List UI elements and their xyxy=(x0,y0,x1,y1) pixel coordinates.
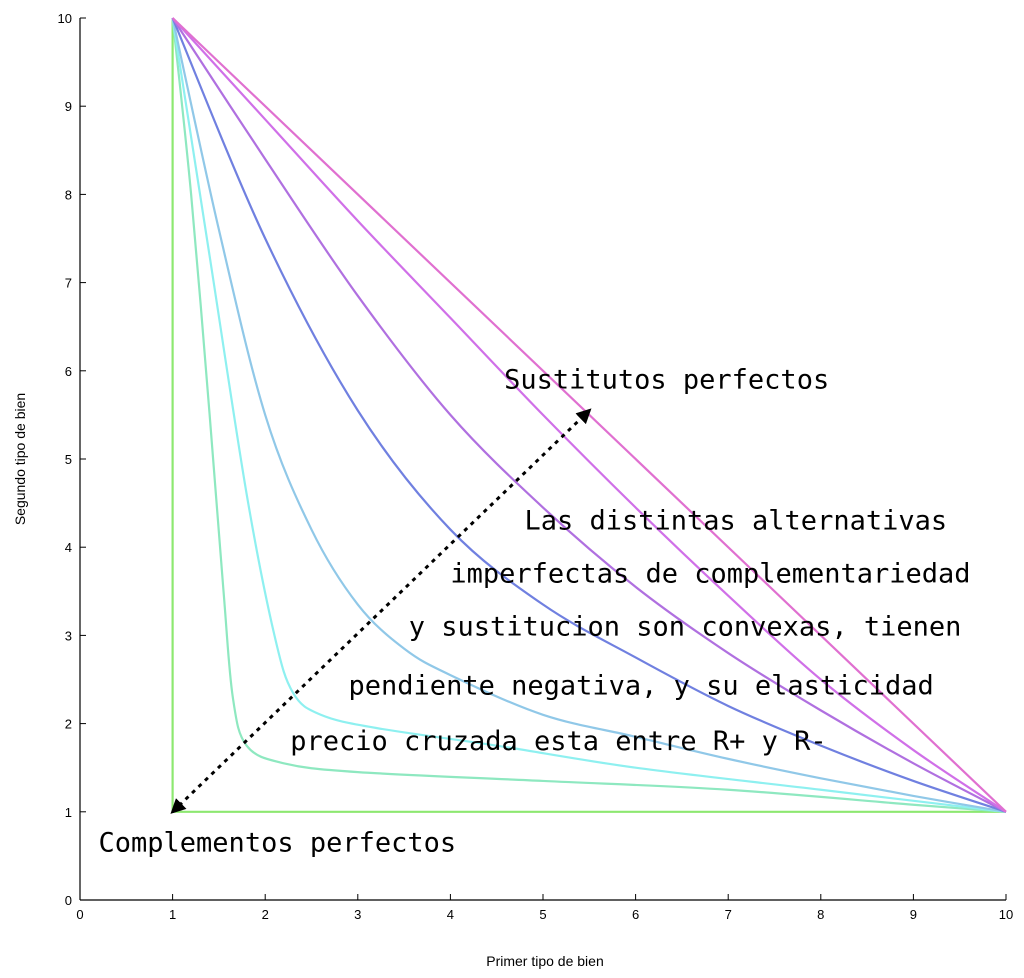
y-tick-label-9: 9 xyxy=(65,99,72,114)
annotation-7: Complementos perfectos xyxy=(99,827,457,858)
annotation-6: precio cruzada esta entre R+ y R- xyxy=(290,726,826,757)
y-tick-label-0: 0 xyxy=(65,893,72,908)
y-axis-label: Segundo tipo de bien xyxy=(12,393,28,525)
y-tick-label-5: 5 xyxy=(65,452,72,467)
x-tick-label-2: 2 xyxy=(262,907,269,922)
x-tick-label-8: 8 xyxy=(817,907,824,922)
y-tick-label-7: 7 xyxy=(65,276,72,291)
x-tick-label-7: 7 xyxy=(725,907,732,922)
y-tick-label-2: 2 xyxy=(65,717,72,732)
x-tick-label-10: 10 xyxy=(999,907,1013,922)
x-tick-label-9: 9 xyxy=(910,907,917,922)
x-tick-label-5: 5 xyxy=(539,907,546,922)
annotation-1: Sustitutos perfectos xyxy=(504,364,829,395)
y-tick-label-10: 10 xyxy=(58,11,72,26)
plot-area: 0 1 2 3 4 5 6 7 8 9 10 0 1 2 3 4 5 6 7 8 9 10 Sustitutos perfe… xyxy=(58,11,1014,922)
y-tick-label-1: 1 xyxy=(65,805,72,820)
annotation-3: imperfectas de complementariedad xyxy=(450,558,970,589)
y-tick-label-8: 8 xyxy=(65,187,72,202)
x-tick-label-0: 0 xyxy=(76,907,83,922)
y-tick-label-3: 3 xyxy=(65,628,72,643)
x-tick-label-4: 4 xyxy=(447,907,454,922)
y-tick-label-4: 4 xyxy=(65,540,72,555)
x-tick-label-3: 3 xyxy=(354,907,361,922)
annotation-5: pendiente negativa, y su elasticidad xyxy=(349,670,934,701)
annotation-2: Las distintas alternativas xyxy=(524,506,947,537)
y-tick-label-6: 6 xyxy=(65,364,72,379)
x-tick-label-1: 1 xyxy=(169,907,176,922)
double-arrow xyxy=(170,408,592,814)
annotation-4: y sustitucion son convexas, tienen xyxy=(409,611,962,642)
x-tick-label-6: 6 xyxy=(632,907,639,922)
x-axis-label: Primer tipo de bien xyxy=(486,953,604,969)
